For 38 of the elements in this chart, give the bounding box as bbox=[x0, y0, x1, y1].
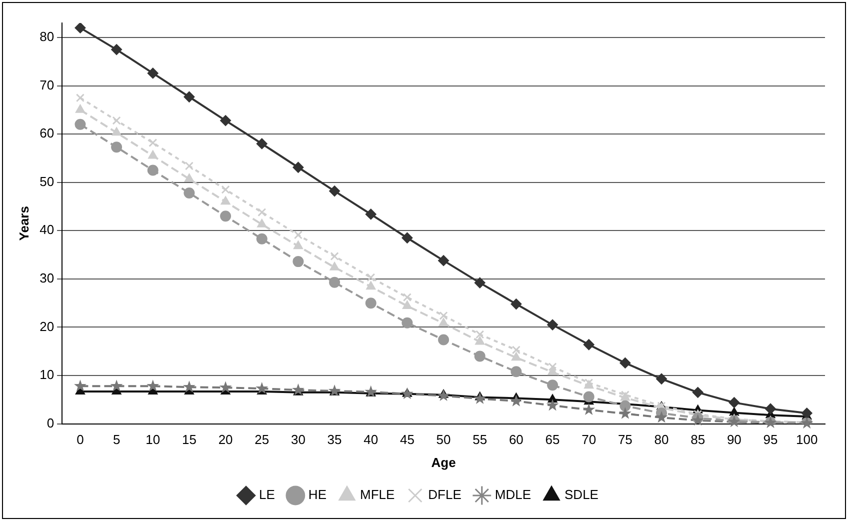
legend-label: SDLE bbox=[564, 487, 599, 502]
y-tick-label: 70 bbox=[40, 77, 54, 92]
legend-label: DFLE bbox=[428, 487, 462, 502]
x-tick-label: 50 bbox=[436, 432, 451, 448]
legend-label: HE bbox=[308, 487, 327, 502]
legend-label: LE bbox=[259, 487, 276, 502]
x-tick-label: 15 bbox=[182, 432, 196, 448]
x-tick-label: 90 bbox=[726, 432, 742, 448]
x-tick-label: 40 bbox=[364, 432, 378, 448]
x-tick-label: 80 bbox=[654, 432, 669, 448]
x-tick-label: 100 bbox=[796, 432, 818, 448]
x-tick-label: 5 bbox=[112, 432, 120, 448]
x-axis-title: Age bbox=[431, 454, 456, 470]
y-tick-label: 50 bbox=[40, 174, 54, 189]
x-tick-label: 70 bbox=[582, 432, 596, 448]
y-tick-label: 60 bbox=[40, 126, 54, 141]
x-tick-label: 55 bbox=[472, 432, 488, 448]
x-tick-label: 35 bbox=[327, 432, 342, 448]
x-tick-label: 30 bbox=[290, 432, 306, 448]
y-tick-label: 30 bbox=[40, 270, 54, 286]
y-tick-label: 0 bbox=[46, 415, 54, 430]
y-tick-label: 80 bbox=[40, 29, 54, 44]
y-axis-title: Years bbox=[16, 206, 32, 241]
x-tick-label: 20 bbox=[218, 432, 233, 448]
x-tick-label: 85 bbox=[690, 432, 706, 448]
x-tick-label: 45 bbox=[400, 432, 414, 448]
x-tick-label: 65 bbox=[545, 432, 560, 448]
x-tick-label: 60 bbox=[508, 432, 524, 448]
x-tick-label: 0 bbox=[76, 432, 84, 448]
y-tick-label: 20 bbox=[40, 318, 54, 334]
legend-label: MDLE bbox=[494, 487, 532, 502]
y-tick-label: 10 bbox=[40, 367, 54, 382]
y-tick-label: 40 bbox=[40, 222, 54, 238]
x-tick-label: 95 bbox=[763, 432, 778, 448]
x-tick-label: 10 bbox=[146, 432, 160, 448]
x-tick-label: 25 bbox=[254, 432, 270, 448]
x-tick-label: 75 bbox=[618, 432, 632, 448]
legend-label: MFLE bbox=[360, 487, 395, 502]
